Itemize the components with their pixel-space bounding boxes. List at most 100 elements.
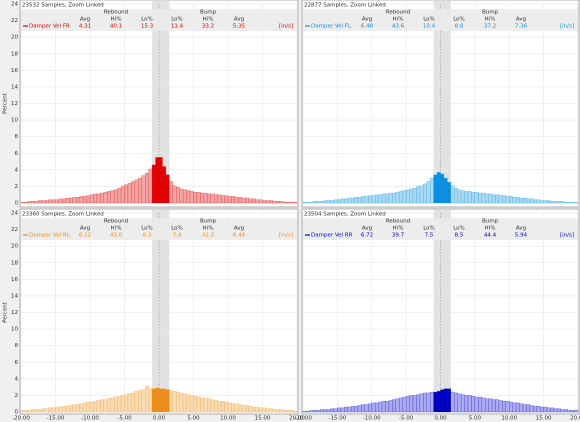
stats-column: Hi% xyxy=(111,17,122,23)
stats-value: 41.2 xyxy=(202,233,214,239)
bar xyxy=(354,405,359,413)
bar xyxy=(155,387,160,413)
y-tick-label: 2 xyxy=(15,393,19,399)
bar xyxy=(248,405,253,413)
bar xyxy=(416,394,421,413)
bar xyxy=(27,201,32,204)
stats-value: 11.4 xyxy=(171,24,184,30)
bar xyxy=(20,201,25,204)
stats-group: Rebound xyxy=(386,219,410,225)
stats-value: 6.12 xyxy=(79,233,91,239)
bar xyxy=(454,392,458,413)
stats-value: 5.35 xyxy=(233,24,246,30)
bar xyxy=(155,157,160,204)
bar xyxy=(151,388,156,413)
bar xyxy=(51,199,56,204)
bar xyxy=(234,403,239,413)
stats-column: Avg xyxy=(234,226,244,232)
bar xyxy=(58,198,63,204)
bar xyxy=(509,401,513,413)
bar xyxy=(388,192,393,204)
bar xyxy=(283,410,287,413)
bar xyxy=(323,200,328,204)
bar xyxy=(255,199,260,204)
bar xyxy=(124,394,129,413)
stats-column: Lo% xyxy=(423,17,435,23)
bar xyxy=(176,187,180,204)
bar xyxy=(447,388,452,413)
bar xyxy=(186,394,191,413)
bar xyxy=(361,404,366,413)
x-tick-label: -15.00 xyxy=(47,416,65,422)
bar xyxy=(564,201,568,204)
bar xyxy=(193,396,198,413)
bar xyxy=(293,201,298,204)
bar xyxy=(515,196,520,204)
bar xyxy=(93,193,98,204)
bar xyxy=(443,388,448,413)
bar xyxy=(48,407,53,413)
bar xyxy=(210,399,215,413)
stats-column: Hi% xyxy=(393,226,404,232)
bar xyxy=(144,386,149,413)
bar xyxy=(405,189,410,204)
bar xyxy=(381,401,386,413)
bar xyxy=(86,195,91,204)
bar xyxy=(224,401,229,413)
bar xyxy=(337,199,342,204)
bar xyxy=(44,200,49,204)
bar xyxy=(464,191,469,204)
bar xyxy=(107,398,111,413)
bar xyxy=(38,200,42,204)
y-axis-label: Percent xyxy=(3,92,9,114)
stats-background xyxy=(21,9,297,31)
x-tick-label: -5.00 xyxy=(399,416,414,422)
bar xyxy=(529,405,534,413)
bar xyxy=(89,401,94,413)
bar xyxy=(86,401,91,413)
bar xyxy=(189,191,194,204)
stats-value: 7.36 xyxy=(515,24,528,30)
bar xyxy=(65,405,70,413)
stats-group: Bump xyxy=(200,219,217,225)
bar xyxy=(62,198,67,204)
stats-column: Lo% xyxy=(171,226,183,232)
bar xyxy=(279,409,284,413)
bar xyxy=(402,190,407,204)
bar xyxy=(374,402,379,413)
bar xyxy=(262,200,267,204)
bar xyxy=(395,192,400,204)
bar xyxy=(505,196,510,204)
bar xyxy=(399,191,403,204)
y-tick-label: 18 xyxy=(11,51,18,57)
bar xyxy=(495,399,500,413)
bar xyxy=(131,181,136,204)
bar xyxy=(44,408,49,413)
stats-value: 6.48 xyxy=(361,24,374,30)
stats-column: Avg xyxy=(80,226,90,232)
bar xyxy=(227,196,232,204)
bar xyxy=(100,399,104,413)
bar xyxy=(412,395,417,413)
stats-column: Lo% xyxy=(453,17,465,23)
bar xyxy=(440,173,445,204)
stats-column: Avg xyxy=(234,17,244,23)
bar xyxy=(165,174,170,204)
bar xyxy=(272,409,277,413)
bar xyxy=(289,410,294,413)
y-tick-label: 20 xyxy=(11,35,18,41)
bar xyxy=(381,193,386,204)
bar xyxy=(392,192,397,204)
stats-value: 39.7 xyxy=(392,233,405,239)
bar xyxy=(481,397,486,413)
bar xyxy=(265,200,270,204)
bar xyxy=(374,194,379,204)
bar xyxy=(172,185,177,204)
bar xyxy=(539,406,544,413)
bar xyxy=(454,187,458,204)
bar xyxy=(344,198,348,204)
bar xyxy=(368,403,372,413)
bar xyxy=(69,405,73,413)
bar xyxy=(378,194,383,204)
y-tick-label: 22 xyxy=(11,18,18,24)
